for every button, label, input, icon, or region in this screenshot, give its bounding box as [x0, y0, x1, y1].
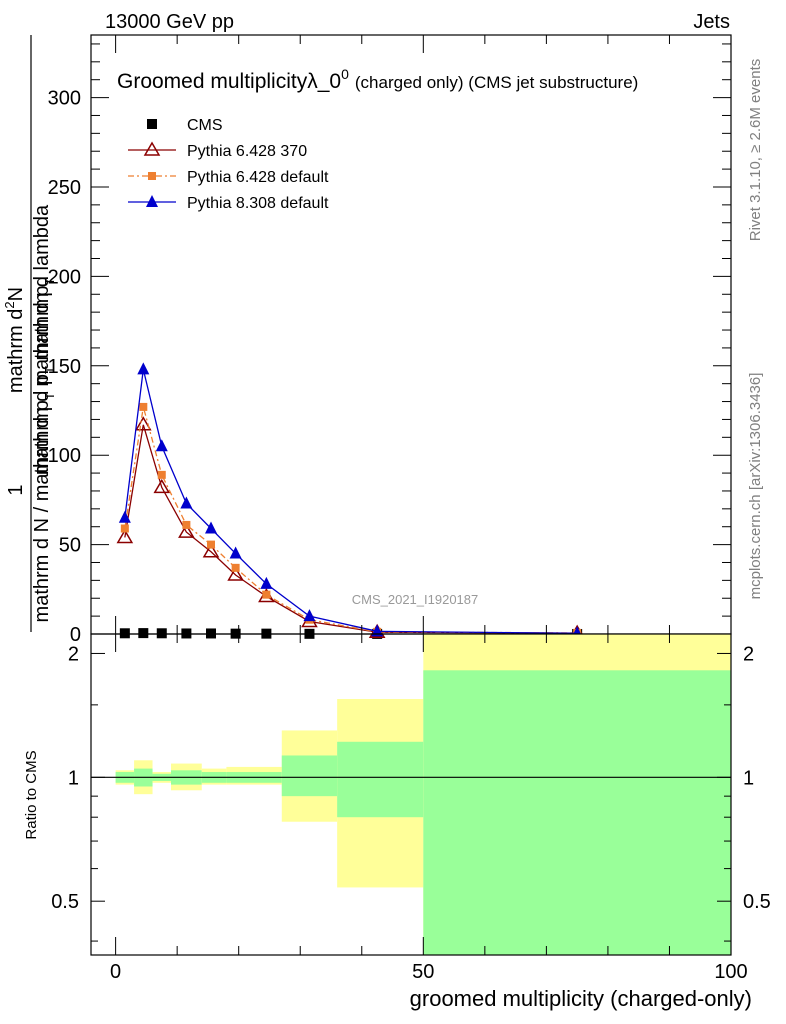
main-panel: 0 50 100 150 200 250 300 Groomed multiplicityλ…: [48, 34, 732, 646]
data-point: [371, 624, 384, 637]
data-point: [138, 628, 149, 639]
main-ytick-label: 0: [70, 624, 81, 646]
xtick-label: 0: [110, 961, 121, 983]
series-line: [124, 369, 578, 634]
data-point: [180, 496, 193, 509]
ratio-frame: [90, 633, 732, 956]
main-ytick-label: 300: [48, 88, 81, 110]
main-ytick-label: 150: [48, 356, 81, 378]
ratio-ytick-label: 1: [68, 767, 79, 789]
ylabel-denominator: mathrm d pT mathrm d lambda: [31, 204, 57, 475]
data-point: [119, 628, 130, 639]
main-ytick-label: 250: [48, 177, 81, 199]
data-point: [156, 628, 167, 639]
ratio-band-inner: [423, 670, 731, 955]
data-point: [139, 402, 148, 411]
ylabel-lower: mathrm d N / mathrm d pT mathrm d pT: [31, 278, 57, 623]
ratio-panel: 0.5 0.5 1 1 2 2 0 50 100 Ratio to CMS groomed mu…: [23, 633, 771, 1011]
data-point: [205, 521, 217, 534]
data-point: [137, 362, 150, 375]
series-3: [118, 362, 584, 639]
data-point: [157, 470, 166, 479]
ratio-ytick-label: 0.5: [743, 891, 771, 913]
ratio-ytick-label: 0.5: [51, 891, 79, 913]
data-point: [120, 524, 129, 533]
data-point: [207, 540, 215, 549]
data-point: [135, 416, 152, 431]
y-axis-label: mathrm d2N mathrm d pT mathrm d lambda 1…: [2, 35, 57, 632]
legend-label: Pythia 6.428 default: [187, 169, 329, 186]
xtick-label: 100: [714, 961, 747, 983]
legend-marker: [146, 195, 158, 207]
data-point: [303, 609, 316, 622]
main-ytick-label: 50: [59, 535, 81, 557]
series-line: [124, 406, 578, 634]
ratio-ylabel: Ratio to CMS: [23, 750, 40, 839]
header-energy: 13000 GeV pp: [105, 11, 234, 33]
mcplots-label: mcplots.cern.ch [arXiv:1306.3436]: [747, 373, 764, 600]
series-line: [124, 424, 578, 634]
legend-marker: [143, 141, 161, 156]
data-point: [229, 546, 242, 559]
main-ytick-label: 200: [48, 266, 81, 288]
ratio-ytick-label: 1: [743, 767, 754, 789]
legend: CMS Pythia 6.428 370 Pythia 6.428 default P…: [128, 117, 329, 212]
legend-label: Pythia 8.308 default: [187, 195, 329, 212]
plot-title: Groomed multiplicityλ_00 (charged only) (…: [117, 66, 638, 93]
data-point: [202, 543, 220, 558]
data-point: [118, 510, 131, 523]
rivet-version-label: Rivet 3.1.10, ≥ 2.6M events: [747, 59, 764, 242]
main-ytick-label: 100: [48, 445, 81, 467]
data-point: [260, 576, 273, 589]
analysis-watermark: CMS_2021_I1920187: [352, 592, 479, 607]
data-point: [116, 528, 134, 544]
data-point: [227, 566, 244, 581]
data-point: [155, 439, 168, 452]
legend-marker: [147, 119, 157, 129]
legend-label: CMS: [187, 117, 223, 134]
legend-label: Pythia 6.428 370: [187, 143, 307, 160]
data-point: [182, 520, 191, 529]
data-point: [153, 478, 171, 494]
header-jets: Jets: [693, 11, 730, 33]
ratio-ytick-label: 2: [743, 643, 754, 665]
ratio-band-inner: [337, 741, 424, 818]
ratio-ytick-label: 2: [68, 643, 79, 665]
ratio-band-inner: [281, 755, 338, 797]
legend-marker: [148, 172, 156, 180]
x-axis-label: groomed multiplicity (charged-only): [410, 986, 752, 1011]
data-point: [262, 590, 271, 599]
ylabel-numerator: mathrm d2N: [2, 287, 27, 393]
data-point: [178, 523, 195, 538]
data-point: [231, 563, 240, 572]
ylabel-one: 1: [5, 484, 27, 495]
xtick-label: 50: [412, 961, 434, 983]
